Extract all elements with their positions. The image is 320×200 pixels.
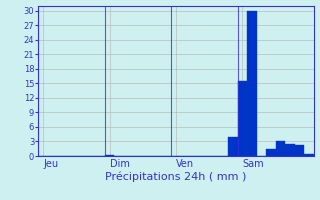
Bar: [276, 141, 285, 156]
Bar: [304, 154, 314, 156]
Bar: [295, 145, 304, 156]
X-axis label: Précipitations 24h ( mm ): Précipitations 24h ( mm ): [105, 172, 247, 182]
Bar: [247, 11, 257, 156]
Bar: [228, 137, 238, 156]
Bar: [266, 149, 276, 156]
Bar: [285, 144, 295, 156]
Bar: [238, 81, 247, 156]
Bar: [105, 155, 114, 156]
